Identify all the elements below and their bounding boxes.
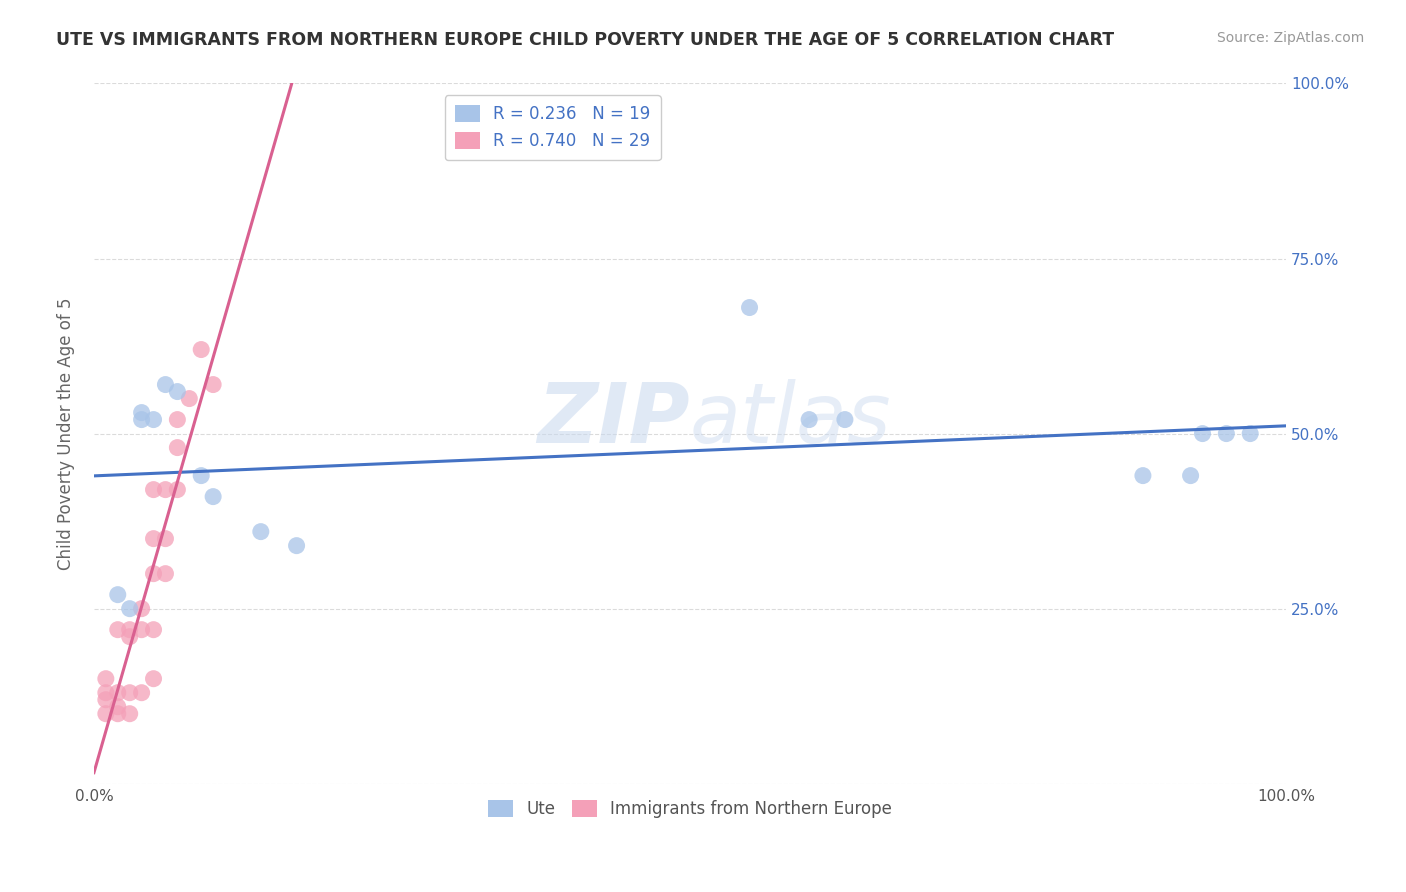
Point [107,706,129,721]
Point [1239,426,1261,441]
Point [131,623,153,637]
Text: UTE VS IMMIGRANTS FROM NORTHERN EUROPE CHILD POVERTY UNDER THE AGE OF 5 CORRELAT: UTE VS IMMIGRANTS FROM NORTHERN EUROPE C… [56,31,1115,49]
Point [118,623,141,637]
Point [118,601,141,615]
Point [179,392,201,406]
Point [738,301,761,315]
Point [1191,426,1213,441]
Point [107,686,129,700]
Point [142,623,165,637]
Point [1180,468,1202,483]
Point [155,377,177,392]
Point [190,468,212,483]
Point [131,406,153,420]
Point [155,483,177,497]
Point [202,377,225,392]
Point [166,441,188,455]
Text: atlas: atlas [690,379,891,460]
Point [142,566,165,581]
Point [107,699,129,714]
Text: Source: ZipAtlas.com: Source: ZipAtlas.com [1216,31,1364,45]
Point [250,524,273,539]
Point [202,490,225,504]
Legend: Ute, Immigrants from Northern Europe: Ute, Immigrants from Northern Europe [481,793,898,824]
Point [118,686,141,700]
Point [1132,468,1154,483]
Point [155,532,177,546]
Point [118,630,141,644]
Point [107,623,129,637]
Point [94,692,117,706]
Text: ZIP: ZIP [537,379,690,460]
Point [131,686,153,700]
Point [166,483,188,497]
Point [131,601,153,615]
Y-axis label: Child Poverty Under the Age of 5: Child Poverty Under the Age of 5 [58,297,75,570]
Point [94,686,117,700]
Point [107,588,129,602]
Point [166,384,188,399]
Point [94,706,117,721]
Point [166,412,188,426]
Point [118,706,141,721]
Point [285,539,308,553]
Point [94,672,117,686]
Point [834,412,856,426]
Point [142,672,165,686]
Point [142,483,165,497]
Point [190,343,212,357]
Point [131,412,153,426]
Point [142,412,165,426]
Point [1215,426,1237,441]
Point [155,566,177,581]
Point [797,412,820,426]
Point [142,532,165,546]
